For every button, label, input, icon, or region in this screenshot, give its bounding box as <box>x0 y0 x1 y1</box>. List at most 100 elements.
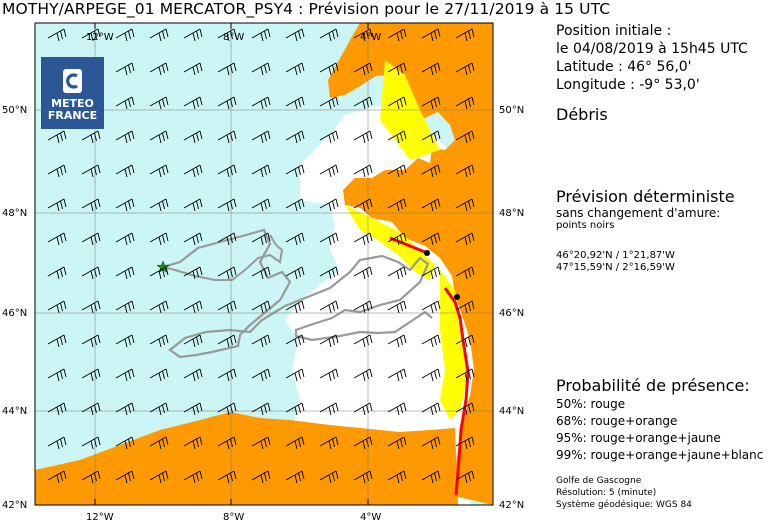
deterministic-point-2 <box>424 250 430 256</box>
wind-barb <box>149 96 169 110</box>
wind-barb <box>421 28 441 42</box>
wind-barb <box>47 266 67 280</box>
wind-barb <box>115 266 135 280</box>
initial-latitude: Latitude : 46° 56,0' <box>556 59 692 75</box>
wind-barb <box>319 436 339 450</box>
wind-barb <box>47 368 67 382</box>
top-lon-label-12w: 12°W <box>86 32 114 43</box>
wind-barb <box>183 334 203 348</box>
wind-barb <box>47 470 67 484</box>
map-grid <box>35 23 493 505</box>
wind-barb <box>387 266 407 280</box>
deterministic-point-1-coords: 46°20,92'N / 1°21,87'W <box>556 250 675 261</box>
wind-barb <box>285 232 305 246</box>
right-lat-label-44n: 44°N <box>499 406 524 417</box>
probability-yellow-zone <box>345 60 468 420</box>
wind-barb <box>251 334 271 348</box>
logo-text-line2: FRANCE <box>47 109 98 122</box>
wind-barb <box>183 62 203 76</box>
wind-barb <box>183 368 203 382</box>
wind-barb <box>421 164 441 178</box>
wind-barb <box>251 232 271 246</box>
footer-resolution: Résolution: 5 (minute) <box>556 488 657 498</box>
wind-barb <box>387 28 407 42</box>
wind-barb <box>47 334 67 348</box>
deterministic-heading: Prévision déterministe <box>556 187 735 206</box>
right-lat-label-48n: 48°N <box>499 208 524 219</box>
wind-barb <box>421 130 441 144</box>
wind-barb <box>319 470 339 484</box>
wind-barb <box>387 334 407 348</box>
wind-barb <box>149 164 169 178</box>
wind-barb <box>81 436 101 450</box>
wind-barb <box>115 96 135 110</box>
wind-barb <box>387 232 407 246</box>
wind-barb <box>149 62 169 76</box>
wind-barb <box>319 62 339 76</box>
wind-barb <box>421 470 441 484</box>
wind-barb <box>47 402 67 416</box>
wind-barb <box>115 300 135 314</box>
wind-barb <box>455 130 475 144</box>
wind-barb <box>81 266 101 280</box>
wind-barb <box>285 266 305 280</box>
wind-barb <box>115 164 135 178</box>
wind-barb <box>421 402 441 416</box>
probability-heading: Probabilité de présence: <box>556 376 750 395</box>
left-lat-label-48n: 48°N <box>2 208 27 219</box>
wind-barb <box>285 96 305 110</box>
wind-barb <box>115 402 135 416</box>
wind-barb <box>387 62 407 76</box>
wind-barb <box>217 96 237 110</box>
wind-barb <box>455 402 475 416</box>
left-lat-label-44n: 44°N <box>2 406 27 417</box>
wind-barb <box>251 266 271 280</box>
wind-barb <box>47 232 67 246</box>
wind-barb <box>47 300 67 314</box>
wind-barb <box>421 232 441 246</box>
land-spain <box>35 412 458 505</box>
footer-zone: Golfe de Gascogne <box>556 476 642 486</box>
wind-barb <box>183 198 203 212</box>
deterministic-point-1 <box>454 294 460 300</box>
wind-barb <box>251 198 271 212</box>
wind-barb <box>251 402 271 416</box>
wind-barb <box>353 232 373 246</box>
wind-barb <box>115 436 135 450</box>
wind-barb <box>81 470 101 484</box>
wind-barb <box>47 198 67 212</box>
wind-barb <box>217 470 237 484</box>
wind-barb <box>81 130 101 144</box>
wind-barb <box>353 62 373 76</box>
map-frame <box>34 22 494 506</box>
footer-geodetic: Système géodésique: WGS 84 <box>556 500 692 510</box>
wind-barb <box>217 164 237 178</box>
wind-barb <box>81 28 101 42</box>
probability-line-50: 50%: rouge <box>556 397 626 411</box>
wind-barb <box>455 198 475 212</box>
meteo-france-logo-icon: METEO FRANCE <box>41 57 104 129</box>
wind-barb <box>251 436 271 450</box>
wind-barb <box>387 96 407 110</box>
wind-barb <box>421 368 441 382</box>
wind-barb <box>387 368 407 382</box>
wind-barb <box>115 368 135 382</box>
wind-barb <box>353 436 373 450</box>
probability-line-68: 68%: rouge+orange <box>556 414 678 428</box>
wind-barb <box>217 62 237 76</box>
wind-barb <box>149 402 169 416</box>
wind-barb <box>251 164 271 178</box>
wind-barb <box>319 232 339 246</box>
initial-heading: Position initiale : <box>556 23 672 39</box>
wind-barb <box>285 470 305 484</box>
wind-barb <box>455 164 475 178</box>
wind-barb <box>217 130 237 144</box>
probability-line-95: 95%: rouge+orange+jaune <box>556 431 721 445</box>
wind-barb <box>387 300 407 314</box>
wind-barb <box>455 470 475 484</box>
wind-barb <box>183 96 203 110</box>
wind-barb <box>217 402 237 416</box>
wind-barb <box>149 28 169 42</box>
wind-barb <box>387 164 407 178</box>
right-lat-label-50n: 50°N <box>499 105 524 116</box>
